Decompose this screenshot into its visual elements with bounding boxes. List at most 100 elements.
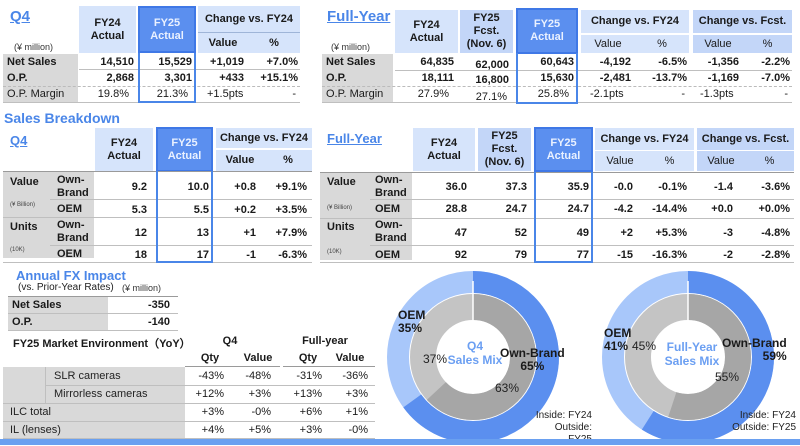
q4-donut-svg: [387, 271, 559, 443]
q4b-oem-units-fy25: 17: [196, 249, 209, 261]
market-env-label-il: IL (lenses): [10, 424, 61, 436]
market-env-col-q4-value: Value: [243, 352, 273, 364]
q4b-group-units-unit: (10K): [10, 247, 25, 253]
fy-title-link[interactable]: Full-Year: [327, 8, 391, 25]
fy-op-fy24: 18,111: [421, 72, 454, 84]
market-env-slr-q4-value: -48%: [245, 370, 271, 382]
fyb-header-fcst-pct: %: [745, 151, 794, 171]
market-env-ilc-q4-value: -0%: [251, 406, 271, 418]
fy-op-chg-value: -2,481: [599, 72, 631, 84]
q4-row-label-net-sales: Net Sales: [3, 54, 78, 70]
fyb-sub-oem-units: OEM: [375, 249, 401, 261]
fyb-oem-units-pct: -16.3%: [652, 249, 687, 261]
q4-net-sales-chg-value: +1,019: [210, 56, 244, 68]
q4b-sub-own-brand-value: Own- Brand: [57, 174, 89, 199]
q4-header-value: Value: [198, 33, 248, 53]
fyb-header-change-fcst: Change vs. Fcst.: [697, 128, 794, 150]
fy-header-fy24: FY24 Actual: [395, 10, 458, 53]
fyb-oem-units-fy25: 77: [576, 249, 589, 261]
q4b-header-fy25: FY25 Actual: [156, 127, 213, 172]
market-env-slr-q4-qty: -43%: [198, 370, 224, 382]
fy-margin-chg-value: -2.1pts: [590, 88, 624, 100]
fyb-oem-value-fy25: 24.7: [567, 203, 589, 215]
market-env-col-fy-value: Value: [335, 352, 365, 364]
fyb-oem-value-fc-pct: +0.0%: [758, 203, 791, 215]
market-env-label-mirrorless: Mirrorless cameras: [54, 388, 148, 400]
fyb-own-units-fy25: 49: [576, 227, 589, 239]
q4b-oem-units-chg: -1: [246, 249, 256, 261]
fy-op-fcst: 16,800: [475, 74, 509, 86]
q4b-oem-value-fy24: 5.3: [131, 204, 147, 216]
market-env-mirrorless-q4-value: +3%: [248, 388, 271, 400]
q4b-own-units-fy24: 12: [134, 227, 147, 239]
fy-margin-chg-pct: -: [681, 88, 685, 100]
q4b-own-value-pct: +9.1%: [275, 181, 308, 193]
market-env-slr-fy-value: -36%: [342, 370, 368, 382]
q4-breakdown-title-link[interactable]: Q4: [10, 133, 28, 148]
q4b-sub-oem-value: OEM: [57, 203, 83, 215]
fyb-oem-units-fy24: 92: [454, 249, 467, 261]
q4b-own-units-pct: +7.9%: [275, 227, 308, 239]
fyb-header-fcst-value: Value: [697, 151, 745, 171]
fy-header-fy24-value: Value: [581, 35, 635, 53]
fyb-sub-own-brand-units: Own- Brand: [375, 219, 407, 244]
q4-margin-fy25: 21.3%: [156, 88, 188, 100]
q4-title-link[interactable]: Q4: [10, 8, 31, 25]
market-env-group-fy: Full-year: [302, 335, 348, 347]
q4-margin-chg-pct: -: [292, 88, 296, 100]
fx-value-op: -140: [147, 316, 170, 328]
fy-net-sales-fc-pct: -2.2%: [761, 56, 790, 68]
fy-outer-oem-label: OEM 41%: [604, 326, 632, 353]
fy-header-fy24-pct: %: [635, 35, 689, 53]
q4b-own-units-fy25: 13: [196, 227, 209, 239]
sales-breakdown-title: Sales Breakdown: [4, 110, 120, 126]
fy-breakdown-title-link[interactable]: Full-Year: [327, 131, 382, 146]
q4b-oem-units-fy24: 18: [134, 249, 147, 261]
fy-inner-oem-pct: 45%: [632, 339, 657, 353]
q4b-own-value-fy25: 10.0: [187, 181, 209, 193]
fy-margin-fy24: 27.9%: [417, 88, 449, 100]
fx-impact-subtitle: (vs. Prior-Year Rates): [18, 282, 114, 293]
fy-op-chg-pct: -13.7%: [652, 72, 687, 84]
q4-fy25-highlight: [138, 53, 196, 103]
fy-op-fc-value: -1,169: [707, 72, 739, 84]
fyb-oem-value-fcst: 24.7: [505, 203, 527, 215]
fy-header-fy25: FY25 Actual: [516, 8, 578, 54]
fyb-sub-own-brand-value: Own- Brand: [375, 174, 407, 199]
market-env-title: FY25 Market Environment（YoY）: [13, 338, 191, 350]
q4-header-fy25: FY25 Actual: [138, 6, 196, 53]
fy-margin-fcst: 27.1%: [475, 91, 507, 103]
market-env-ilc-fy-qty: +6%: [299, 406, 322, 418]
q4-outer-own-brand-label: Own-Brand 65%: [500, 346, 565, 373]
fx-label-op: O.P.: [8, 314, 108, 330]
q4-op-chg-value: +433: [219, 72, 244, 84]
market-env-il-q4-value: +5%: [248, 424, 271, 436]
market-env-il-q4-qty: +4%: [201, 424, 224, 436]
fyb-header-fcst: FY25 Fcst. (Nov. 6): [478, 128, 531, 171]
q4-op-fy25: 3,301: [164, 72, 192, 84]
fyb-oem-value-fy24: 28.8: [445, 203, 467, 215]
fyb-oem-units-fcst: 79: [514, 249, 527, 261]
q4-inner-oem-pct: 37%: [423, 352, 448, 366]
fyb-own-units-fcst: 52: [514, 227, 527, 239]
q4b-header-value: Value: [216, 150, 264, 171]
q4-net-sales-fy25: 15,529: [158, 56, 192, 68]
fyb-own-value-fy25: 35.9: [567, 181, 589, 193]
fyb-header-fy24-pct: %: [645, 151, 694, 171]
q4b-fy25-highlight: [156, 171, 213, 263]
fyb-group-units: Units: [327, 221, 355, 233]
bottom-accent-bar: [0, 439, 800, 445]
fyb-header-fy24-value: Value: [595, 151, 645, 171]
fyb-sub-oem-value: OEM: [375, 203, 401, 215]
fyb-own-units-fy24: 47: [454, 227, 467, 239]
fyb-own-units-chg: +2: [620, 227, 633, 239]
q4-margin-fy24: 19.8%: [97, 88, 129, 100]
q4-donut-center-label: Q4 Sales Mix: [447, 339, 503, 367]
market-env-slr-fy-qty: -31%: [296, 370, 322, 382]
fyb-own-units-pct: +5.3%: [655, 227, 688, 239]
fyb-oem-units-fc-pct: -2.8%: [761, 249, 790, 261]
market-env-group-q4: Q4: [222, 335, 238, 347]
market-env-col-q4-qty: Qty: [200, 352, 220, 364]
fx-value-net-sales: -350: [147, 299, 170, 311]
fx-impact-unit: (¥ million): [122, 283, 162, 293]
